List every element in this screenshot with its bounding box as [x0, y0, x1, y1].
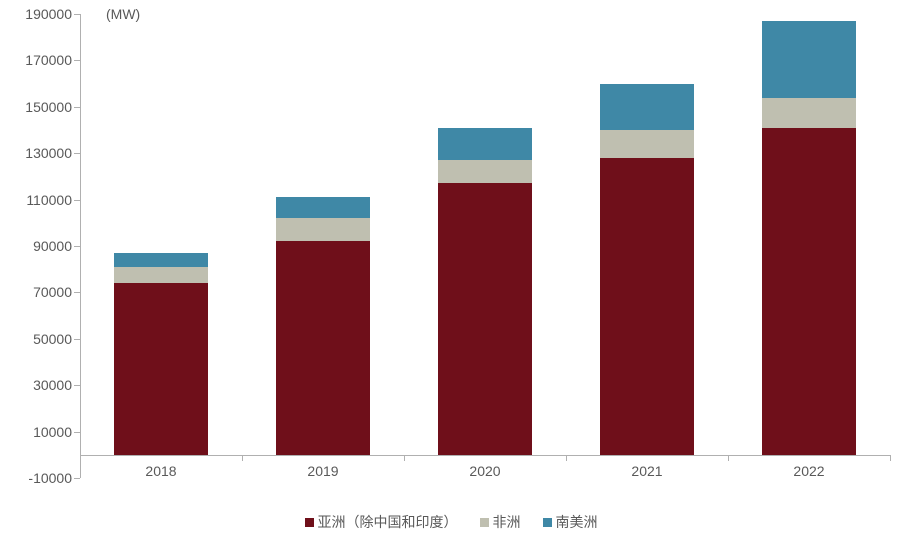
- bar-segment-asia_ex_cn_in: [438, 183, 532, 454]
- y-tick-label: 70000: [33, 284, 72, 300]
- y-tick-label: 30000: [33, 377, 72, 393]
- x-tick-label: 2020: [469, 463, 500, 479]
- x-tick-label: 2021: [631, 463, 662, 479]
- bar-segment-south_america: [762, 21, 856, 98]
- x-tick: [566, 455, 567, 461]
- legend-label: 南美洲: [556, 512, 598, 532]
- legend-label: 非洲: [493, 512, 521, 532]
- x-tick: [242, 455, 243, 461]
- plot-area: -100001000030000500007000090000110000130…: [80, 14, 890, 478]
- y-tick-label: 110000: [26, 192, 72, 208]
- bar-segment-africa: [600, 130, 694, 158]
- legend-label: 亚洲（除中国和印度）: [318, 512, 458, 532]
- x-tick-label: 2019: [307, 463, 338, 479]
- x-tick: [890, 455, 891, 461]
- bar-segment-south_america: [276, 197, 370, 218]
- y-tick: [74, 339, 80, 340]
- bar-segment-south_america: [114, 253, 208, 267]
- legend-item-south_america: 南美洲: [543, 512, 598, 532]
- y-tick: [74, 200, 80, 201]
- legend-swatch: [480, 518, 489, 527]
- legend: 亚洲（除中国和印度） 非洲 南美洲: [0, 512, 902, 532]
- bar-segment-africa: [276, 218, 370, 241]
- legend-item-asia_ex_cn_in: 亚洲（除中国和印度）: [305, 512, 458, 532]
- y-tick: [74, 246, 80, 247]
- bar-segment-africa: [114, 267, 208, 283]
- y-axis-line: [80, 14, 81, 478]
- bar-segment-asia_ex_cn_in: [600, 158, 694, 455]
- x-axis-line: [80, 455, 890, 456]
- bar-segment-africa: [438, 160, 532, 183]
- bar-segment-asia_ex_cn_in: [762, 128, 856, 455]
- x-tick: [728, 455, 729, 461]
- y-tick-label: -10000: [28, 470, 72, 486]
- bar-group: [276, 197, 370, 455]
- y-tick: [74, 14, 80, 15]
- bar-group: [600, 84, 694, 455]
- y-tick: [74, 385, 80, 386]
- y-tick-label: 10000: [33, 424, 72, 440]
- bar-group: [438, 128, 532, 455]
- y-tick: [74, 60, 80, 61]
- y-tick: [74, 478, 80, 479]
- x-tick-label: 2018: [145, 463, 176, 479]
- bar-segment-asia_ex_cn_in: [114, 283, 208, 455]
- legend-item-africa: 非洲: [480, 512, 521, 532]
- legend-swatch: [305, 518, 314, 527]
- y-tick-label: 50000: [33, 331, 72, 347]
- bar-segment-south_america: [438, 128, 532, 160]
- bar-segment-south_america: [600, 84, 694, 130]
- y-tick-label: 170000: [25, 52, 72, 68]
- y-tick: [74, 432, 80, 433]
- stacked-bar-chart: -10000 10000 30000 50000 70000 90000 110000 130…: [0, 0, 902, 542]
- y-tick: [74, 292, 80, 293]
- legend-swatch: [543, 518, 552, 527]
- bar-segment-africa: [762, 98, 856, 128]
- y-tick: [74, 153, 80, 154]
- y-tick-label: 130000: [25, 145, 72, 161]
- bar-segment-asia_ex_cn_in: [276, 241, 370, 454]
- x-tick-label: 2022: [793, 463, 824, 479]
- bar-group: [114, 253, 208, 455]
- bar-group: [762, 21, 856, 455]
- x-tick: [80, 455, 81, 461]
- y-tick-label: 190000: [25, 6, 72, 22]
- y-tick-label: 150000: [25, 99, 72, 115]
- y-tick-label: 90000: [33, 238, 72, 254]
- unit-label: (MW): [106, 6, 140, 22]
- y-tick: [74, 107, 80, 108]
- x-tick: [404, 455, 405, 461]
